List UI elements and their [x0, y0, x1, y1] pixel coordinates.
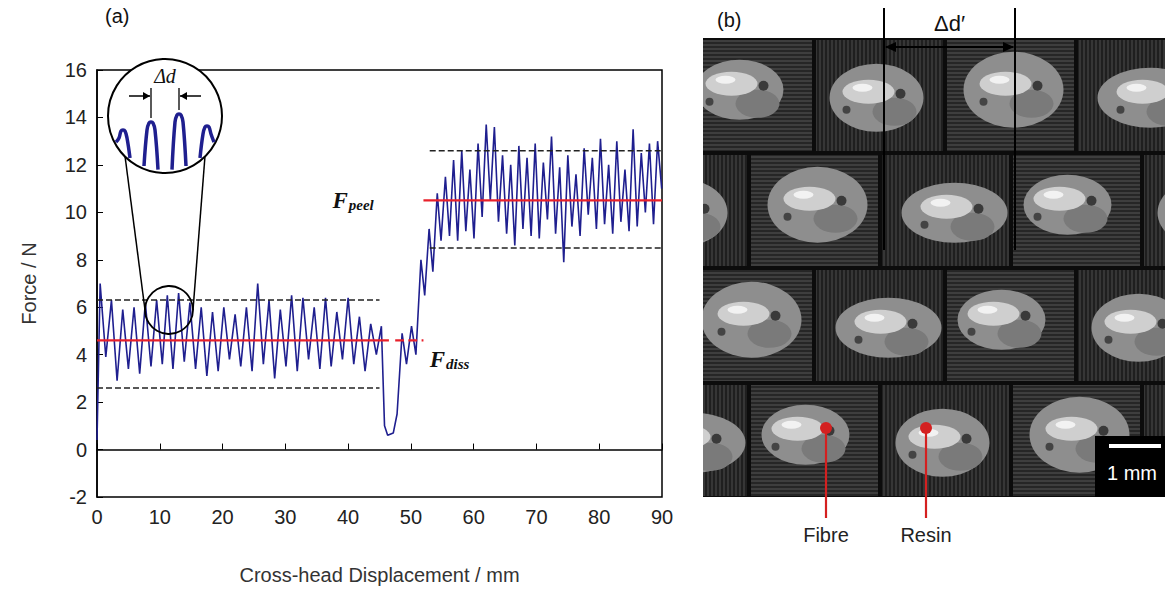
svg-text:1 mm: 1 mm — [1107, 462, 1157, 484]
svg-text:8: 8 — [76, 249, 87, 271]
svg-text:0: 0 — [91, 506, 102, 528]
svg-text:F: F — [331, 188, 347, 213]
svg-text:16: 16 — [65, 59, 87, 81]
svg-text:10: 10 — [149, 506, 171, 528]
svg-text:Force / N: Force / N — [18, 242, 40, 324]
svg-text:40: 40 — [337, 506, 359, 528]
svg-text:peel: peel — [347, 197, 375, 213]
svg-text:2: 2 — [76, 391, 87, 413]
svg-text:diss: diss — [446, 356, 470, 372]
svg-text:6: 6 — [76, 296, 87, 318]
svg-text:70: 70 — [525, 506, 547, 528]
svg-text:14: 14 — [65, 106, 87, 128]
svg-text:Δd′: Δd′ — [934, 11, 965, 36]
svg-text:12: 12 — [65, 154, 87, 176]
svg-text:(a): (a) — [105, 5, 129, 27]
svg-text:0: 0 — [76, 439, 87, 461]
svg-text:20: 20 — [211, 506, 233, 528]
svg-text:4: 4 — [76, 344, 87, 366]
svg-text:F: F — [429, 347, 445, 372]
svg-text:-2: -2 — [69, 486, 87, 508]
svg-text:30: 30 — [274, 506, 296, 528]
svg-text:Δd: Δd — [153, 65, 177, 87]
svg-text:Cross-head Displacement / mm: Cross-head Displacement / mm — [239, 564, 519, 586]
svg-text:80: 80 — [588, 506, 610, 528]
svg-text:60: 60 — [463, 506, 485, 528]
svg-text:90: 90 — [651, 506, 673, 528]
svg-text:10: 10 — [65, 201, 87, 223]
svg-text:50: 50 — [400, 506, 422, 528]
svg-text:(b): (b) — [717, 9, 741, 31]
svg-text:Resin: Resin — [900, 524, 951, 546]
svg-text:Fibre: Fibre — [803, 524, 849, 546]
